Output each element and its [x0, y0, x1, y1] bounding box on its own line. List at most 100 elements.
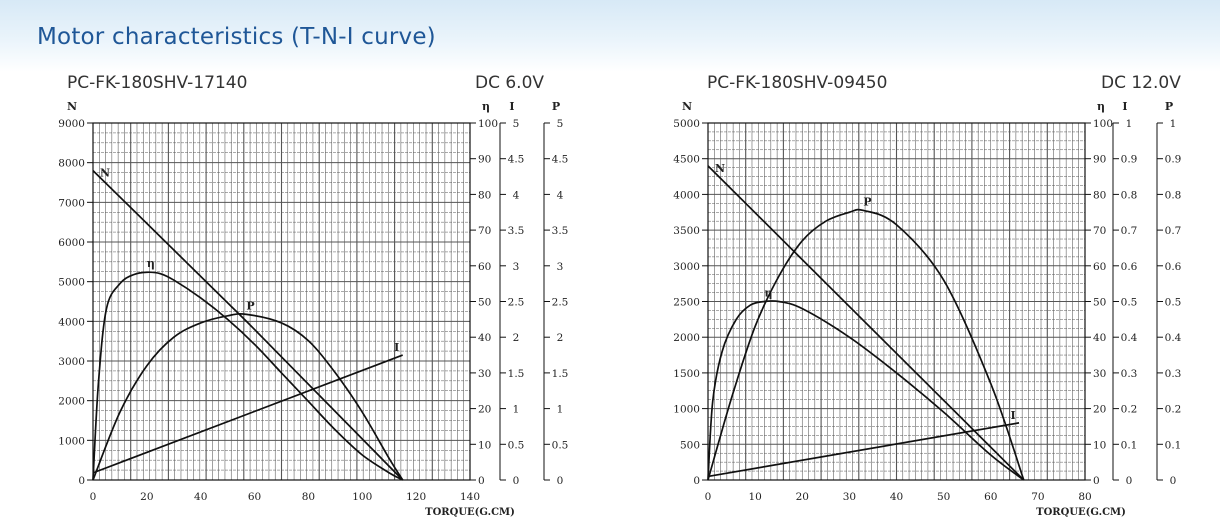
x-tick-label: 80 — [1078, 491, 1091, 503]
right-tick-label: 1 — [1170, 118, 1177, 130]
y-tick-label: 3000 — [58, 356, 85, 368]
x-tick-label: 20 — [140, 491, 153, 503]
right-tick-label: 4.5 — [552, 154, 569, 166]
series-label: P — [246, 299, 254, 312]
right-tick-label: 0.1 — [1165, 439, 1182, 451]
grid — [708, 123, 1085, 480]
eta-tick-label: 10 — [1093, 439, 1106, 451]
x-tick-label: 40 — [194, 491, 207, 503]
eta-tick-label: 20 — [478, 404, 491, 416]
right-tick-label: 0 — [1170, 475, 1177, 487]
right-tick-label: 0.5 — [1165, 297, 1182, 309]
right-tick-label: 3 — [513, 261, 520, 273]
y-tick-label: 7000 — [58, 197, 85, 209]
right-axis-label-p: P — [552, 100, 560, 113]
right-tick-label: 0.3 — [1121, 368, 1138, 380]
y-tick-label: 1000 — [58, 435, 85, 447]
y-tick-label: 4000 — [673, 189, 700, 201]
series-label: N — [100, 167, 110, 180]
right-tick-label: 4 — [513, 189, 520, 201]
eta-tick-label: 40 — [1093, 332, 1106, 344]
chart-supply-label: DC 6.0V — [475, 73, 545, 93]
eta-tick-label: 80 — [1093, 189, 1106, 201]
eta-tick-label: 30 — [1093, 368, 1106, 380]
x-tick-label: 50 — [937, 491, 950, 503]
y-tick-label: 5000 — [58, 277, 85, 289]
right-tick-label: 1 — [513, 404, 520, 416]
series-label: N — [715, 162, 725, 175]
right-tick-label: 2.5 — [552, 297, 569, 309]
eta-tick-label: 0 — [478, 475, 485, 487]
right-axis-label-i: I — [509, 100, 514, 113]
y-tick-label: 8000 — [58, 158, 85, 170]
right-tick-label: 0.7 — [1121, 225, 1138, 237]
x-tick-label: 80 — [302, 491, 315, 503]
series-label: I — [394, 341, 399, 354]
right-tick-label: 0.5 — [508, 439, 525, 451]
eta-tick-label: 70 — [478, 225, 491, 237]
right-axis-label-eta: η — [1097, 100, 1105, 113]
eta-tick-label: 50 — [478, 297, 491, 309]
right-tick-label: 1 — [1126, 118, 1133, 130]
series-label: η — [765, 287, 773, 300]
eta-tick-label: 20 — [1093, 404, 1106, 416]
eta-tick-label: 90 — [1093, 154, 1106, 166]
right-tick-label: 0.6 — [1121, 261, 1138, 273]
series-p-line — [92, 313, 404, 481]
series-label: P — [863, 195, 871, 208]
right-tick-label: 1 — [557, 404, 564, 416]
right-tick-label: 0.8 — [1121, 189, 1138, 201]
right-tick-label: 1.5 — [552, 368, 569, 380]
right-tick-label: 0 — [557, 475, 564, 487]
y-tick-label: 1000 — [673, 404, 700, 416]
right-tick-label: 4 — [557, 189, 564, 201]
eta-tick-label: 90 — [478, 154, 491, 166]
chart-panel-09450: PC-FK-180SHV-09450 DC 12.0V N 0 500 1000 150… — [615, 68, 1215, 521]
right-tick-label: 0 — [513, 475, 520, 487]
right-tick-label: 0.2 — [1121, 404, 1138, 416]
y-tick-label: 3500 — [673, 225, 700, 237]
right-tick-label: 0.8 — [1165, 189, 1182, 201]
eta-tick-label: 100 — [1093, 118, 1113, 130]
right-tick-label: 0.5 — [1121, 297, 1138, 309]
y-tick-label: 0 — [78, 475, 85, 487]
x-axis-label: TORQUE(G.CM) — [425, 507, 515, 518]
y-tick-label: 5000 — [673, 118, 700, 130]
y-tick-label: 4500 — [673, 154, 700, 166]
x-tick-label: 140 — [460, 491, 480, 503]
right-tick-label: 2 — [557, 332, 564, 344]
chart-model-label: PC-FK-180SHV-09450 — [707, 73, 888, 93]
tni-chart-09450: N050010001500200025003000350040004500500… — [673, 100, 1182, 518]
right-tick-label: 5 — [557, 118, 564, 130]
y-tick-label: 2000 — [58, 396, 85, 408]
y-tick-label: 0 — [693, 475, 700, 487]
x-tick-label: 40 — [890, 491, 903, 503]
eta-tick-label: 40 — [478, 332, 491, 344]
series-i-line — [707, 422, 1020, 478]
right-tick-label: 0.4 — [1165, 332, 1182, 344]
right-tick-label: 3.5 — [552, 225, 569, 237]
right-tick-label: 0.2 — [1165, 404, 1182, 416]
eta-tick-label: 30 — [478, 368, 491, 380]
y-tick-label: 4000 — [58, 316, 85, 328]
right-tick-label: 4.5 — [508, 154, 525, 166]
eta-tick-label: 50 — [1093, 297, 1106, 309]
y-tick-label: 500 — [680, 439, 700, 451]
series-eta-line — [707, 299, 1025, 481]
right-tick-label: 3.5 — [508, 225, 525, 237]
y-tick-label: 2500 — [673, 297, 700, 309]
right-axis-label-eta: η — [482, 100, 490, 113]
right-tick-label: 1.5 — [508, 368, 525, 380]
x-tick-label: 60 — [248, 491, 261, 503]
right-tick-label: 0.6 — [1165, 261, 1182, 273]
header-band — [0, 0, 1220, 72]
x-axis-label: TORQUE(G.CM) — [1036, 507, 1126, 518]
series-n-line — [707, 165, 1025, 481]
y-tick-label: 1500 — [673, 368, 700, 380]
x-tick-label: 0 — [705, 491, 712, 503]
x-tick-label: 20 — [796, 491, 809, 503]
eta-tick-label: 60 — [1093, 261, 1106, 273]
right-axis-label-p: P — [1165, 100, 1173, 113]
x-tick-label: 60 — [984, 491, 997, 503]
